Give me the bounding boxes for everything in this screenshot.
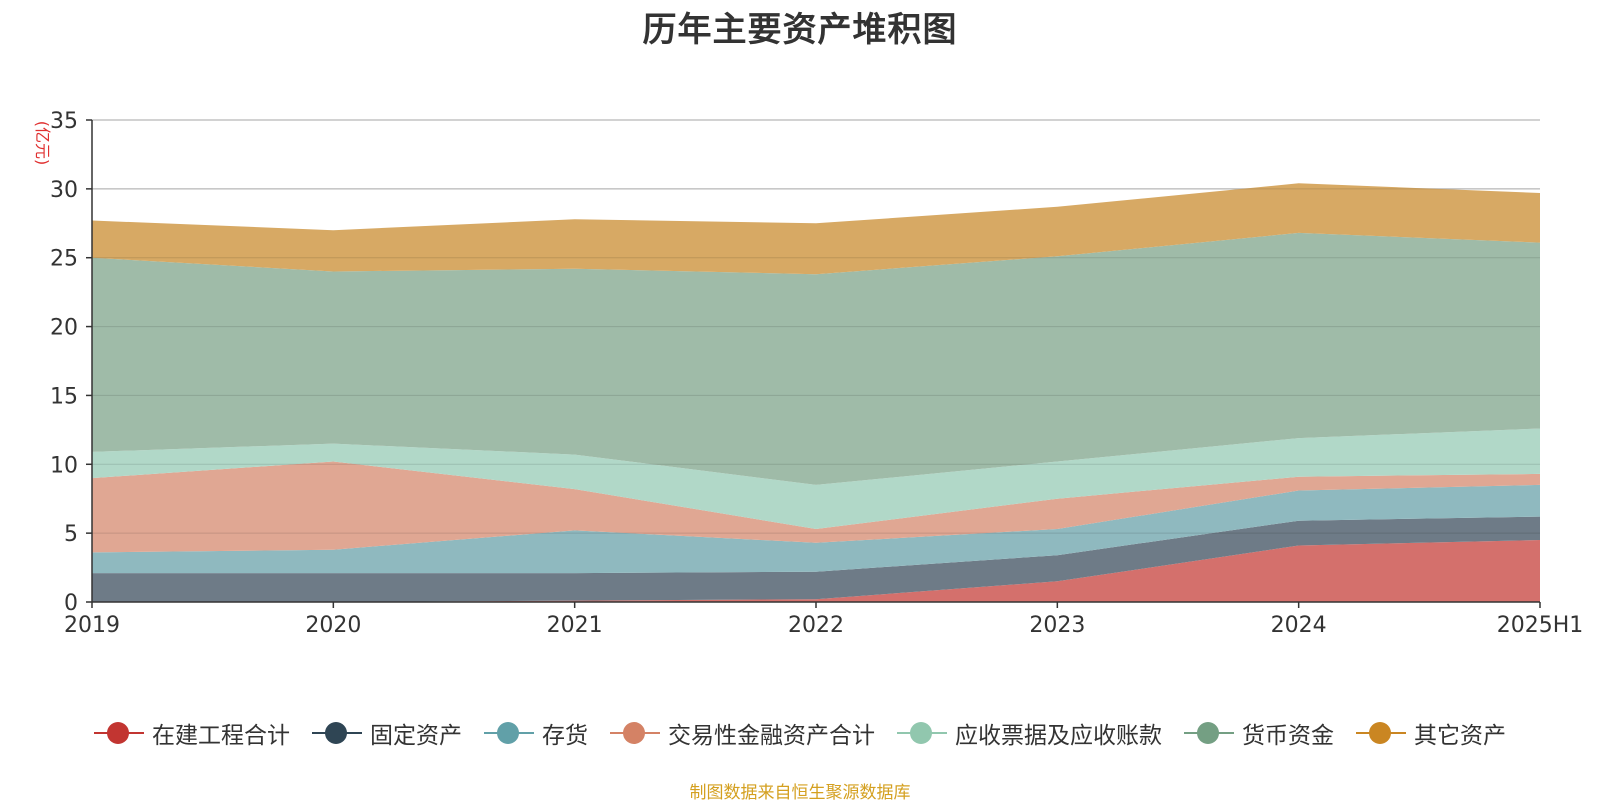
legend-item-0[interactable]: 在建工程合计 bbox=[94, 716, 290, 750]
y-tick-label-3: 15 bbox=[50, 384, 78, 409]
x-tick-label-1: 2020 bbox=[305, 613, 361, 638]
x-tick-label-0: 2019 bbox=[64, 613, 120, 638]
legend-marker-icon bbox=[1356, 721, 1406, 745]
legend-item-3[interactable]: 交易性金融资产合计 bbox=[610, 716, 875, 750]
legend-marker-icon bbox=[1184, 721, 1234, 745]
legend-item-2[interactable]: 存货 bbox=[484, 716, 588, 750]
area-series-2[interactable] bbox=[92, 484, 1540, 574]
chart-title: 历年主要资产堆积图 bbox=[642, 10, 958, 50]
area-series bbox=[92, 183, 1540, 602]
legend-marker-icon bbox=[484, 721, 534, 745]
legend-item-5[interactable]: 货币资金 bbox=[1184, 716, 1334, 750]
x-tick-label-6: 2025H1 bbox=[1497, 613, 1584, 638]
y-axis-unit-label: (亿元) bbox=[33, 121, 52, 166]
y-tick-label-4: 20 bbox=[50, 316, 78, 341]
legend: 在建工程合计 固定资产 存货 交易性金融资产合计 应收票据及应收账款 货币资金 其它资产 bbox=[0, 716, 1600, 750]
legend-label: 存货 bbox=[542, 723, 588, 749]
area-series-0[interactable] bbox=[92, 540, 1540, 602]
data-source-note: 制图数据来自恒生聚源数据库 bbox=[689, 783, 911, 803]
y-tick-label-2: 10 bbox=[50, 453, 78, 478]
legend-item-1[interactable]: 固定资产 bbox=[312, 716, 462, 750]
area-series-5[interactable] bbox=[92, 232, 1540, 485]
y-tick-label-7: 35 bbox=[50, 109, 78, 134]
legend-label: 固定资产 bbox=[370, 723, 462, 749]
x-tick-label-4: 2023 bbox=[1029, 613, 1085, 638]
area-series-4[interactable] bbox=[92, 428, 1540, 530]
legend-marker-icon bbox=[897, 721, 947, 745]
y-tick-label-5: 25 bbox=[50, 247, 78, 272]
y-tick-label-1: 5 bbox=[64, 522, 78, 547]
y-tick-label-0: 0 bbox=[64, 591, 78, 616]
area-series-6[interactable] bbox=[92, 183, 1540, 275]
legend-label: 其它资产 bbox=[1414, 723, 1506, 749]
area-series-3[interactable] bbox=[92, 461, 1540, 553]
legend-item-6[interactable]: 其它资产 bbox=[1356, 716, 1506, 750]
legend-label: 货币资金 bbox=[1242, 723, 1334, 749]
legend-marker-icon bbox=[610, 721, 660, 745]
legend-item-4[interactable]: 应收票据及应收账款 bbox=[897, 716, 1162, 750]
x-tick-label-3: 2022 bbox=[788, 613, 844, 638]
x-tick-label-2: 2021 bbox=[547, 613, 603, 638]
legend-marker-icon bbox=[94, 721, 144, 745]
legend-label: 交易性金融资产合计 bbox=[668, 723, 875, 749]
axes: 0 5 10 15 20 25 30 35 2019 2020 2021 2022 2023 2024 20… bbox=[50, 109, 1583, 638]
area-series-1[interactable] bbox=[92, 516, 1540, 602]
legend-label: 在建工程合计 bbox=[152, 723, 290, 749]
y-tick-label-6: 30 bbox=[50, 178, 78, 203]
x-tick-label-5: 2024 bbox=[1271, 613, 1327, 638]
legend-marker-icon bbox=[312, 721, 362, 745]
legend-label: 应收票据及应收账款 bbox=[955, 723, 1162, 749]
